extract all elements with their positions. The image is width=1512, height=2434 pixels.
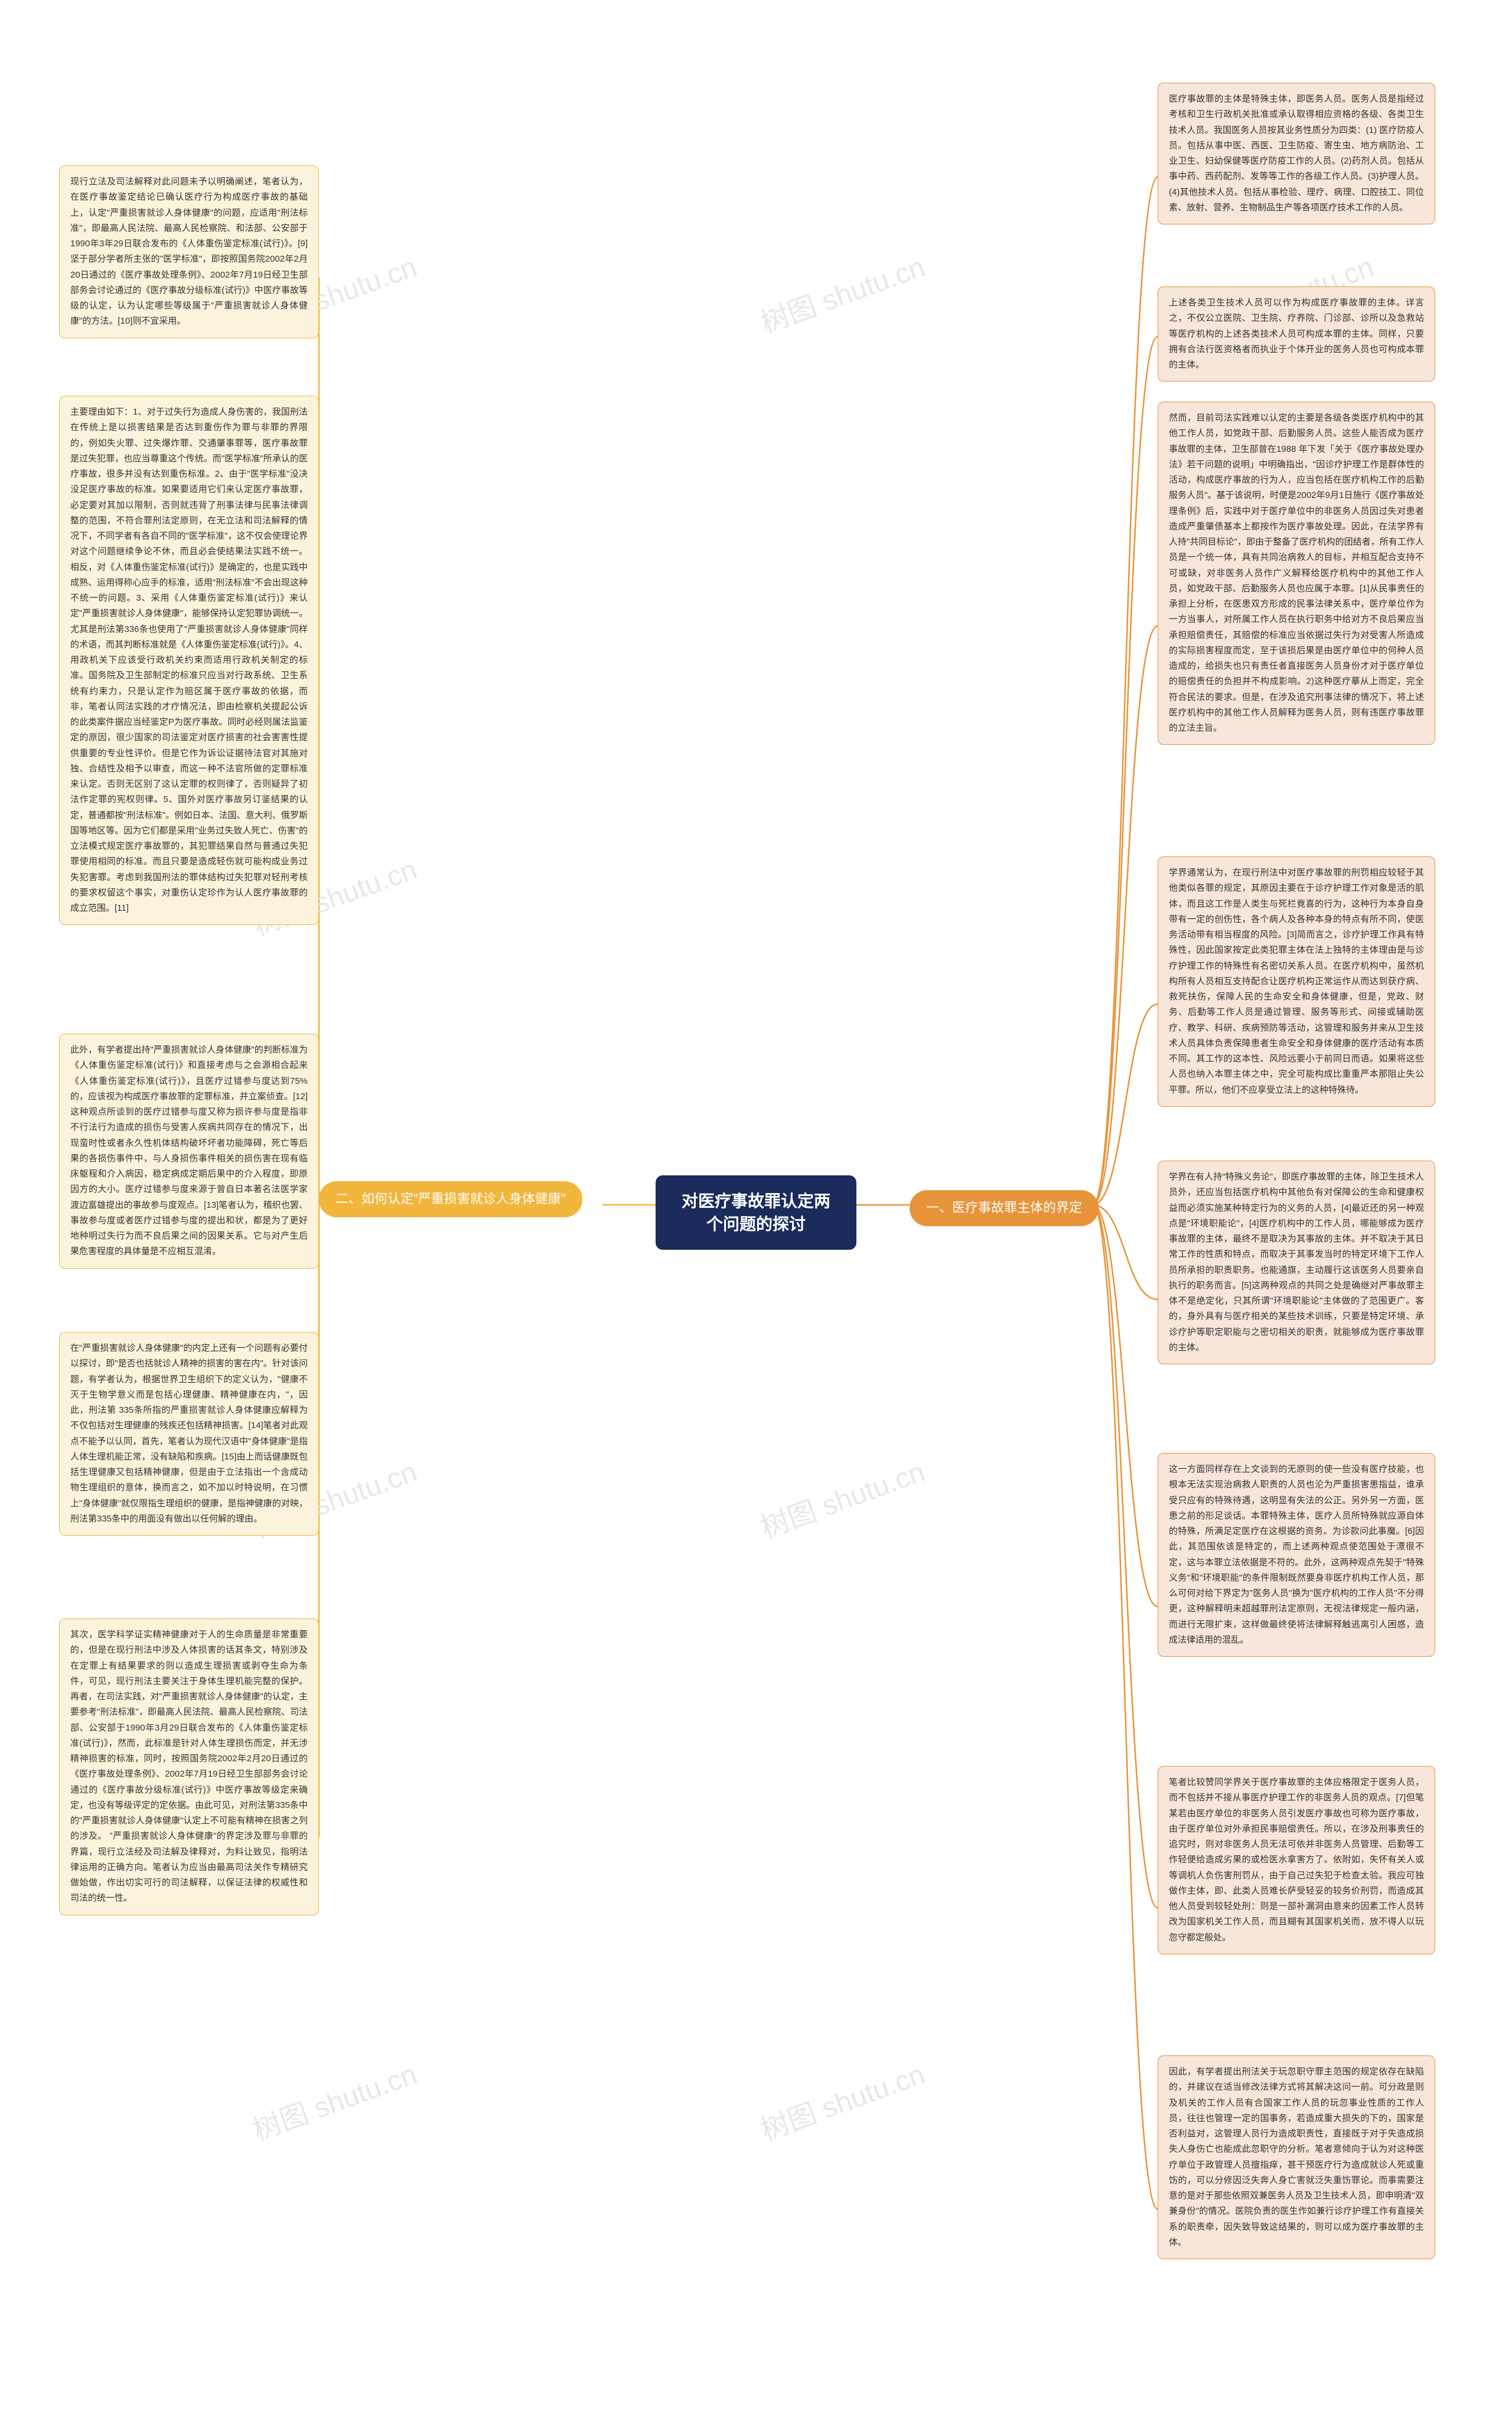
leaf-right-8[interactable]: 因此，有学者提出刑法关于玩忽职守罪主范围的规定依存在缺陷的，并建议在适当修改法律… [1158,2055,1435,2259]
leaf-left-3[interactable]: 此外，有学者提出持"严重损害就诊人身体健康"的判断标准为《人体重伤鉴定标准(试行… [59,1034,319,1269]
root-node[interactable]: 对医疗事故罪认定两个问题的探讨 [656,1175,856,1250]
edge-r-6 [1093,1205,1158,1607]
leaf-left-4[interactable]: 在"严重损害就诊人身体健康"的内定上还有一个问题有必要付以探讨，即"是否也括就诊… [59,1332,319,1536]
watermark: 树图 shutu.cn [754,243,930,341]
leaf-right-7[interactable]: 笔者比较赞同学界关于医疗事故罪的主体应格限定于医务人员，而不包括并不接从事医疗护… [1158,1766,1435,1954]
watermark: 树图 shutu.cn [246,2051,422,2148]
edge-r-2 [1093,337,1158,1205]
edge-r-3 [1093,626,1158,1205]
edge-r-8 [1093,1205,1158,2209]
leaf-left-5[interactable]: 其次，医学科学证实精神健康对于人的生命质量是非常重要的，但是在现行刑法中涉及人体… [59,1618,319,1915]
branch-left[interactable]: 二、如何认定"严重损害就诊人身体健康" [319,1181,582,1217]
leaf-right-3[interactable]: 然而，目前司法实践难以认定的主要是各级各类医疗机构中的其他工作人员，如党政干部、… [1158,402,1435,745]
branch-right[interactable]: 一、医疗事故罪主体的界定 [910,1190,1099,1226]
leaf-right-4[interactable]: 学界通常认为，在现行刑法中对医疗事故罪的刑罚相应较轻于其他类似各罪的规定，其原因… [1158,856,1435,1107]
leaf-right-1[interactable]: 医疗事故罪的主体是特殊主体，即医务人员。医务人员是指经过考核和卫生行政机关批准或… [1158,83,1435,224]
watermark: 树图 shutu.cn [754,2051,930,2148]
leaf-right-5[interactable]: 学界在有人持"特殊义务论"，即医疗事故罪的主体，除卫生技术人员外，还应当包括医疗… [1158,1161,1435,1364]
edge-r-5 [1093,1205,1158,1299]
leaf-right-2[interactable]: 上述各类卫生技术人员可以作为构成医疗事故罪的主体。详言之，不仅公立医院、卫生院、… [1158,286,1435,382]
leaf-right-6[interactable]: 这一方面同样存在上文谈到的无原则的使一些没有医疗技能，也根本无法实现治病救人职责… [1158,1453,1435,1657]
leaf-left-2[interactable]: 主要理由如下：1、对于过失行为造成人身伤害的，我国刑法在传统上是以损害结果是否达… [59,396,319,925]
watermark: 树图 shutu.cn [754,1448,930,1546]
edge-r-7 [1093,1205,1158,1908]
edge-r-1 [1093,177,1158,1205]
leaf-left-1[interactable]: 现行立法及司法解释对此问题未予以明确阐述，笔者认为，在医疗事故鉴定结论已确认医疗… [59,165,319,338]
edge-r-4 [1093,1004,1158,1205]
